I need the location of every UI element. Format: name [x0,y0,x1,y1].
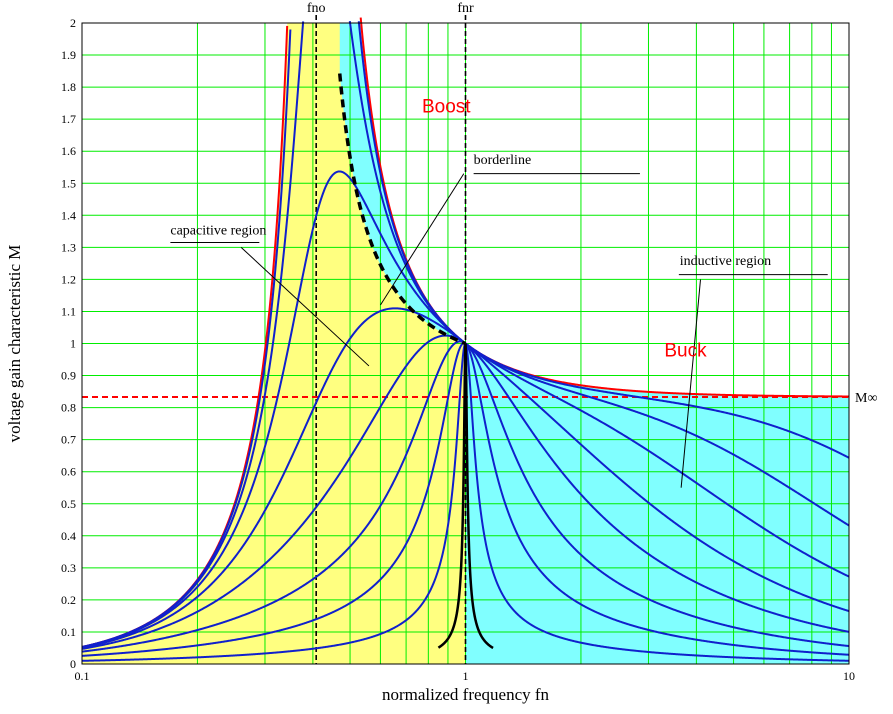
x-axis-title: normalized frequency fn [382,685,550,704]
y-tick-label: 0.1 [61,625,76,639]
y-tick-label: 0.5 [61,497,76,511]
y-tick-label: 0.2 [61,593,76,607]
annotation-pointers [170,173,828,488]
y-tick-label: 1.6 [61,144,76,158]
x-tick-label: 10 [843,669,855,683]
y-tick-label: 1 [70,337,76,351]
borderline-label: borderline [474,153,532,168]
y-tick-label: 1.4 [61,208,76,222]
y-tick-label: 1.1 [61,304,76,318]
gain-curves [81,17,850,662]
y-tick-label: 2 [70,16,76,30]
y-tick-label: 0.3 [61,561,76,575]
y-tick-label: 0 [70,657,76,671]
y-tick-label: 1.7 [61,112,76,126]
capacitive-region-pointer [240,246,370,367]
y-tick-label: 1.3 [61,240,76,254]
y-axis-title: voltage gain characteristic M [5,245,24,443]
y-tick-label: 1.8 [61,80,76,94]
x-tick-label: 0.1 [75,669,90,683]
buck-label: Buck [664,340,707,361]
y-tick-label: 1.9 [61,48,76,62]
y-tick-label: 1.5 [61,176,76,190]
y-tick-label: 0.9 [61,369,76,383]
m-inf-label: M∞ [855,391,877,406]
y-tick-labels: 0 0.1 0.2 0.3 0.4 0.5 0.6 0.7 0.8 0.9 1 1.1 1.2 1.3 1.… [61,16,76,671]
fno-label: fno [307,1,326,16]
borderline-curve [338,73,467,346]
inductive-region-pointer [680,279,702,488]
x-tick-labels: 0.1 1 10 [75,669,856,683]
inductive-region-label: inductive region [680,254,771,269]
plot-frame [81,22,850,665]
fnr-label: fnr [457,1,474,16]
y-tick-label: 0.4 [61,529,76,543]
y-tick-label: 0.7 [61,433,76,447]
y-tick-label: 0.6 [61,465,76,479]
capacitive-region-label: capacitive region [170,224,266,239]
boost-label: Boost [422,97,471,118]
borderline-pointer [379,173,465,306]
x-tick-label: 1 [463,669,469,683]
y-tick-label: 0.8 [61,401,76,415]
y-tick-label: 1.2 [61,272,76,286]
gain-curve-high-q [437,343,494,650]
